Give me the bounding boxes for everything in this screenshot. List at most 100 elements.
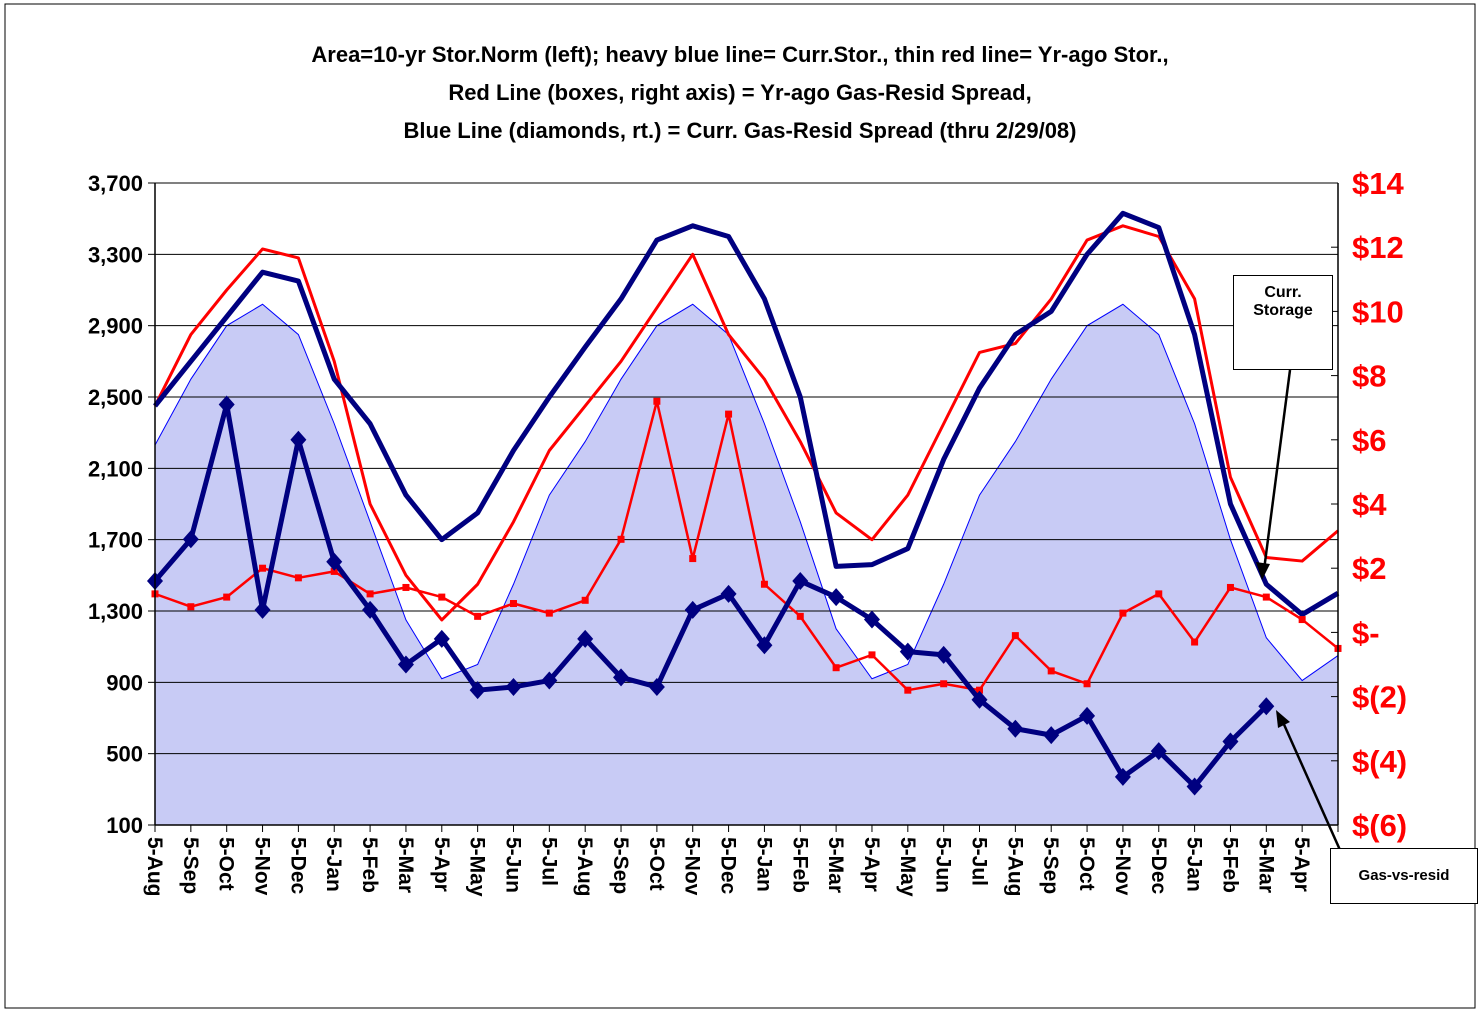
marker — [1222, 732, 1239, 751]
marker — [433, 629, 450, 648]
marker — [182, 530, 199, 549]
marker — [397, 655, 414, 674]
marker — [1258, 697, 1275, 716]
x-tick-label: 5-Nov — [681, 837, 704, 896]
y2-tick-label: $(4) — [1352, 744, 1407, 779]
x-tick-label: 5-Jun — [501, 837, 524, 893]
chart-title: Area=10-yr Stor.Norm (left); heavy blue … — [311, 42, 1168, 67]
y2-tick-label: $14 — [1352, 166, 1404, 201]
marker — [1191, 638, 1199, 646]
marker — [725, 410, 733, 418]
y2-tick-label: $2 — [1352, 551, 1386, 586]
marker — [1262, 593, 1270, 601]
x-tick-label: 5-Mar — [824, 837, 847, 893]
area-edge — [154, 303, 1339, 682]
x-tick-label: 5-Dec — [717, 837, 740, 895]
x-tick-label: 5-Oct — [1075, 837, 1098, 891]
y-tick-label: 2,900 — [88, 314, 143, 339]
x-tick-label: 5-Jan — [1183, 837, 1206, 892]
marker — [1007, 719, 1024, 738]
marker — [1047, 667, 1055, 675]
y2-tick-label: $4 — [1352, 487, 1387, 522]
marker — [828, 588, 845, 607]
line — [153, 210, 1340, 618]
x-tick-label: 5-Jun — [932, 837, 955, 893]
x-tick-label: 5-Aug — [143, 837, 166, 897]
y2-tick-label: $8 — [1352, 359, 1386, 394]
x-tick-label: 5-Apr — [1290, 837, 1313, 892]
marker — [648, 677, 665, 696]
marker — [904, 686, 912, 694]
marker — [541, 671, 558, 690]
marker — [438, 593, 446, 601]
arrowhead — [1256, 562, 1270, 580]
marker — [720, 584, 737, 603]
marker — [1079, 706, 1096, 725]
marker — [617, 535, 625, 543]
line — [153, 401, 1269, 789]
marker — [330, 567, 338, 575]
marker — [832, 664, 840, 672]
x-tick-label: 5-Dec — [1147, 837, 1170, 895]
y2-tick-label: $6 — [1352, 423, 1386, 458]
y2-tick-label: $12 — [1352, 230, 1404, 265]
x-tick-label: 5-Mar — [1254, 837, 1277, 893]
marker — [223, 593, 231, 601]
x-tick-label: 5-Feb — [358, 837, 381, 893]
y-tick-label: 100 — [106, 813, 143, 838]
x-tick-label: 5-Oct — [215, 837, 238, 891]
marker — [976, 686, 984, 694]
x-tick-label: 5-Sep — [1039, 837, 1062, 894]
marker — [613, 668, 630, 687]
y-tick-label: 3,300 — [88, 242, 143, 267]
x-tick-label: 5-Nov — [251, 837, 274, 896]
marker — [1114, 767, 1131, 786]
marker — [509, 600, 517, 608]
marker — [792, 572, 809, 591]
x-tick-label: 5-Feb — [1218, 837, 1241, 893]
x-tick-label: 5-Sep — [179, 837, 202, 894]
y-tick-label: 2,100 — [88, 456, 143, 481]
marker — [1186, 777, 1203, 796]
x-tick-label: 5-Jan — [752, 837, 775, 892]
marker — [1155, 590, 1163, 598]
marker — [290, 430, 307, 449]
arrow — [1280, 719, 1342, 851]
y-tick-label: 900 — [106, 670, 143, 695]
arrowhead — [1276, 710, 1290, 728]
x-tick-label: 5-Apr — [860, 837, 883, 892]
y-tick-label: 1,300 — [88, 599, 143, 624]
marker — [868, 651, 876, 659]
marker — [469, 681, 486, 700]
marker — [689, 555, 697, 563]
annotation: Gas-vs-resid — [1330, 848, 1478, 904]
x-tick-label: 5-May — [466, 837, 489, 897]
marker — [796, 612, 804, 620]
line — [153, 224, 1339, 622]
marker — [863, 610, 880, 629]
marker — [760, 580, 768, 588]
marker — [474, 612, 482, 620]
marker — [684, 600, 701, 619]
arrow — [1262, 369, 1292, 571]
marker — [971, 690, 988, 709]
marker — [505, 677, 522, 696]
marker — [899, 642, 916, 661]
marker — [1011, 632, 1019, 640]
chart-title: Red Line (boxes, right axis) = Yr-ago Ga… — [448, 80, 1031, 105]
y-tick-label: 1,700 — [88, 528, 143, 553]
x-tick-label: 5-Jan — [322, 837, 345, 892]
marker — [294, 574, 302, 582]
marker — [940, 680, 948, 688]
x-tick-label: 5-Jul — [968, 837, 991, 886]
marker — [254, 600, 271, 619]
marker — [653, 397, 661, 405]
x-tick-label: 5-Aug — [573, 837, 596, 897]
marker — [259, 564, 267, 572]
marker — [545, 609, 553, 617]
y-tick-label: 500 — [106, 742, 143, 767]
y2-tick-label: $(2) — [1352, 680, 1407, 715]
marker — [402, 583, 410, 591]
